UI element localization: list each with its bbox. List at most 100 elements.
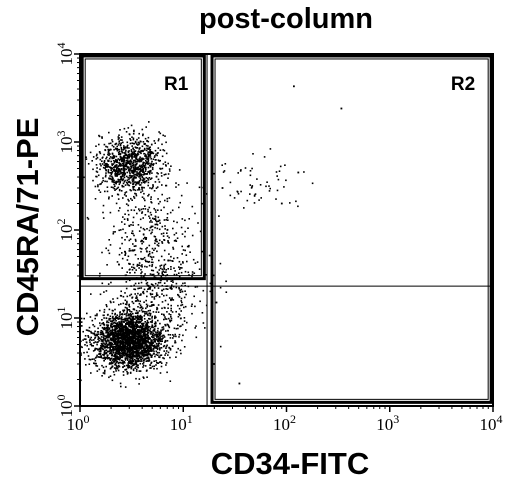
- data-point: [132, 341, 134, 344]
- data-point: [115, 188, 117, 190]
- data-point: [132, 302, 135, 305]
- data-point: [139, 345, 141, 347]
- data-point: [178, 287, 180, 289]
- data-point: [130, 311, 133, 313]
- data-point: [126, 348, 128, 350]
- data-point: [155, 162, 157, 165]
- data-point: [156, 330, 159, 332]
- data-point: [155, 360, 157, 362]
- data-point: [140, 294, 142, 296]
- data-point: [151, 231, 153, 234]
- data-point: [163, 344, 166, 347]
- data-point: [118, 324, 120, 326]
- data-point: [125, 328, 128, 330]
- data-point: [116, 145, 118, 148]
- data-point: [126, 181, 128, 184]
- data-point: [158, 339, 160, 342]
- data-point: [136, 298, 139, 301]
- data-point: [130, 189, 132, 192]
- data-point: [88, 339, 91, 342]
- data-point: [119, 165, 121, 167]
- data-point: [158, 131, 160, 133]
- x-axis-label: CD34-FITC: [211, 446, 369, 481]
- data-point: [131, 199, 133, 201]
- data-point: [110, 358, 112, 361]
- data-point: [141, 169, 143, 171]
- data-point: [149, 156, 152, 158]
- data-point: [121, 159, 124, 161]
- data-point: [159, 331, 162, 334]
- data-point: [126, 356, 128, 358]
- data-point: [103, 324, 106, 326]
- data-point: [121, 157, 124, 159]
- data-point: [140, 160, 142, 163]
- data-point: [165, 271, 167, 273]
- data-point: [169, 320, 171, 323]
- data-point: [161, 329, 164, 331]
- data-point: [155, 238, 157, 240]
- data-point: [149, 337, 151, 340]
- data-point: [167, 173, 170, 175]
- data-point: [145, 357, 148, 359]
- data-point: [123, 345, 126, 347]
- data-point: [130, 293, 133, 296]
- data-point: [152, 345, 154, 347]
- data-point: [120, 317, 123, 320]
- data-point: [149, 314, 152, 316]
- data-point: [183, 296, 186, 299]
- data-point: [150, 340, 153, 342]
- data-point: [114, 327, 116, 330]
- data-point: [147, 345, 149, 348]
- data-point: [146, 281, 149, 284]
- data-point: [131, 155, 133, 158]
- data-point: [180, 271, 183, 274]
- data-point: [101, 333, 104, 336]
- data-point: [139, 156, 141, 158]
- data-point: [175, 310, 177, 313]
- data-point: [104, 166, 107, 168]
- data-point: [146, 313, 149, 315]
- data-point: [123, 349, 125, 351]
- data-point: [174, 239, 177, 242]
- data-point: [137, 172, 140, 174]
- data-point: [138, 282, 140, 285]
- data-point: [165, 318, 168, 320]
- data-point: [134, 189, 137, 192]
- data-point: [97, 331, 100, 333]
- data-point: [106, 190, 109, 193]
- data-point: [133, 331, 135, 334]
- data-point: [124, 251, 126, 253]
- data-point: [180, 194, 183, 197]
- data-point: [103, 356, 106, 359]
- data-point: [164, 161, 167, 163]
- data-point: [154, 282, 157, 285]
- data-point: [146, 341, 149, 343]
- data-point: [141, 328, 143, 330]
- data-point: [167, 259, 170, 262]
- data-point: [132, 153, 134, 156]
- data-point: [113, 322, 115, 324]
- data-point: [102, 211, 104, 214]
- data-point: [162, 288, 165, 291]
- data-point: [125, 165, 128, 167]
- data-point: [109, 177, 112, 180]
- data-point: [135, 141, 137, 144]
- data-point: [136, 166, 138, 169]
- data-point: [252, 153, 254, 155]
- data-point: [260, 197, 262, 199]
- data-point: [202, 289, 205, 292]
- data-point: [138, 349, 141, 351]
- data-point: [140, 226, 142, 229]
- data-point: [118, 327, 120, 329]
- data-point: [118, 153, 120, 156]
- data-point: [177, 347, 179, 350]
- data-point: [117, 198, 120, 200]
- data-point: [118, 158, 121, 161]
- data-point: [188, 274, 190, 276]
- data-point: [116, 159, 118, 161]
- data-point: [150, 356, 153, 358]
- data-point: [165, 165, 167, 167]
- data-point: [117, 180, 120, 182]
- data-point: [118, 359, 121, 361]
- data-point: [168, 168, 171, 170]
